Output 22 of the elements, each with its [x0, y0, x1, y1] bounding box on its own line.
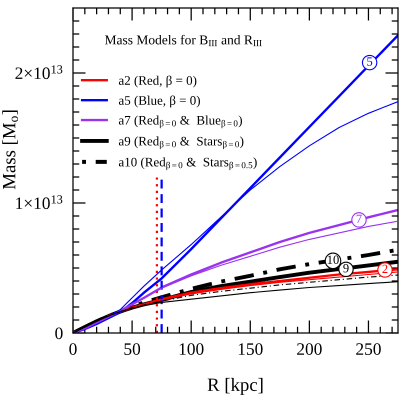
text: Mass Models for B$_{III}$ and R$_{III}$	[104, 34, 262, 46]
annotation: 9	[343, 264, 349, 272]
y-tick-label: 0	[55, 327, 63, 340]
legend-label: a7 (Red$_{β=0}$ & Blue$_{β=0}$)	[118, 116, 242, 128]
legend-label: a10 (Red$_{β=0}$ & Stars$_{β=0.5}$)	[118, 157, 257, 170]
y-tick-label: 2×10$^{13}$	[15, 65, 62, 80]
y-axis-title: Mass [M$_{o}$]	[2, 110, 18, 190]
x-tick-label: 200	[297, 343, 322, 355]
annotation: 5	[367, 57, 372, 66]
x-tick-label: 150	[238, 343, 263, 355]
y-tick-label: 1×10$^{13}$	[16, 195, 62, 210]
legend-label: a2 (Red, β = 0)	[118, 76, 196, 88]
legend-label: a9 (Red$_{β=0}$ & Stars$_{β=0}$)	[118, 136, 244, 150]
x-axis-title: R [kpc]	[208, 378, 262, 395]
x-tick-label: 250	[356, 343, 381, 355]
annotation: 7	[356, 214, 362, 223]
x-tick-label: 0	[69, 343, 77, 355]
annotation: 2	[382, 264, 388, 273]
legend-label: a5 (Blue, β = 0)	[118, 96, 200, 108]
annotation: 10	[328, 256, 339, 264]
x-tick-label: 100	[180, 343, 204, 355]
x-tick-label: 50	[124, 343, 140, 355]
